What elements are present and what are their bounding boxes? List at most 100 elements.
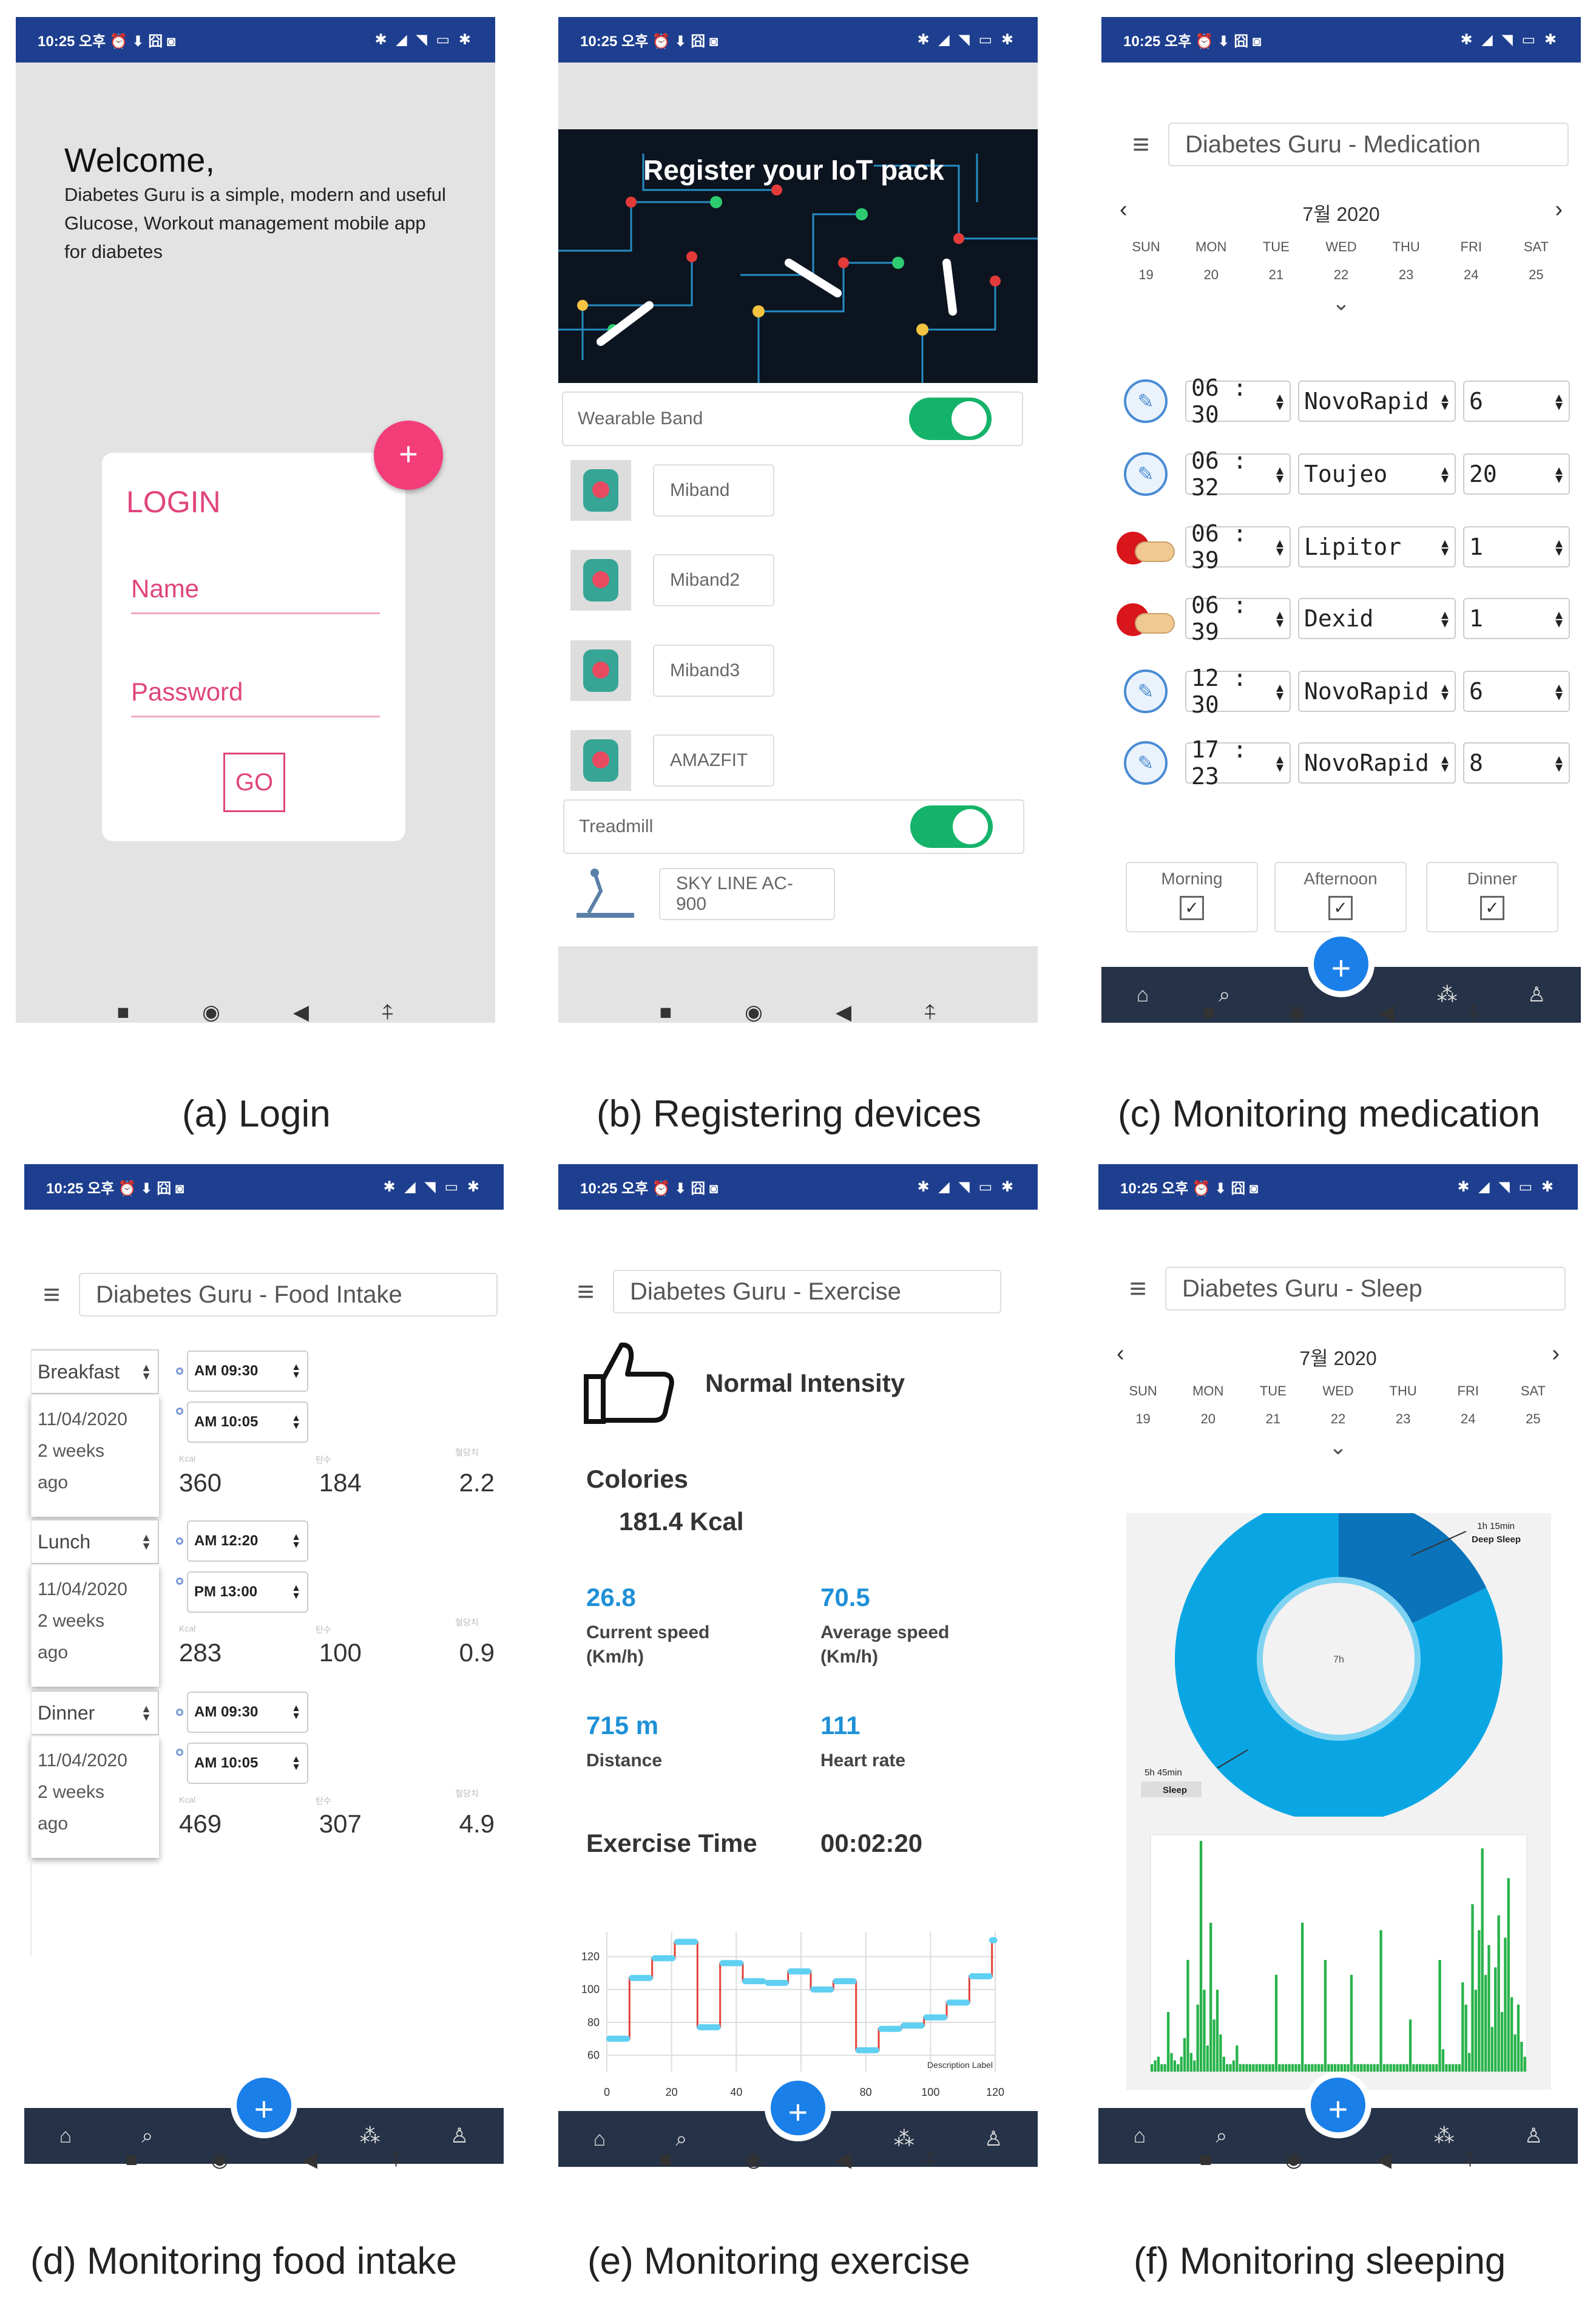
date-cell[interactable]: 25 — [1526, 1411, 1541, 1426]
next-week-icon[interactable]: › — [1552, 1341, 1560, 1366]
date-cell[interactable]: 19 — [1138, 267, 1154, 282]
assist-icon[interactable]: ⍏ — [1467, 1000, 1480, 1024]
date-cell[interactable]: 22 — [1330, 1411, 1346, 1426]
afternoon-check[interactable]: Afternoon ✓ — [1274, 862, 1407, 932]
expand-calendar-icon[interactable]: ⌄ — [1328, 1434, 1348, 1459]
assist-icon[interactable]: ⍏ — [924, 2147, 937, 2171]
treadmill-toggle[interactable] — [910, 805, 993, 848]
recent-apps-icon[interactable]: ■ — [1199, 2147, 1212, 2171]
shuffle-icon[interactable]: ⁂ — [1433, 2124, 1455, 2147]
back-icon[interactable]: ◀ — [835, 1001, 851, 1024]
profile-icon[interactable]: ♙ — [1524, 2124, 1543, 2147]
profile-icon[interactable]: ♙ — [450, 2124, 469, 2147]
checkbox[interactable]: ✓ — [1180, 896, 1204, 920]
drug-select[interactable]: Lipitor ▲ ▼ — [1298, 526, 1456, 568]
band-item-4[interactable]: AMAZFIT — [570, 730, 774, 791]
shuffle-icon[interactable]: ⁂ — [359, 2124, 380, 2147]
dose-select[interactable]: 20 ▲ ▼ — [1463, 453, 1570, 495]
start-time-select[interactable]: AM 09:30 ▲ ▼ — [187, 1350, 308, 1392]
search-icon[interactable]: ⌕ — [1216, 2124, 1228, 2147]
band-item-1[interactable]: Miband — [570, 460, 774, 521]
date-cell[interactable]: 24 — [1461, 1411, 1476, 1426]
date-cell[interactable]: 25 — [1529, 267, 1544, 282]
date-cell[interactable]: 21 — [1265, 1411, 1281, 1426]
recent-apps-icon[interactable]: ■ — [659, 2147, 672, 2171]
end-time-select[interactable]: AM 10:05 ▲ ▼ — [187, 1743, 308, 1784]
time-select[interactable]: 12 : 30 ▲ ▼ — [1185, 665, 1291, 718]
drug-select[interactable]: NovoRapid ▲ ▼ — [1298, 381, 1456, 422]
recent-apps-icon[interactable]: ■ — [117, 1000, 130, 1024]
profile-icon[interactable]: ♙ — [1527, 983, 1546, 1006]
next-week-icon[interactable]: › — [1555, 197, 1563, 222]
profile-icon[interactable]: ♙ — [984, 2127, 1003, 2150]
meal-select[interactable]: Lunch ▲ ▼ — [30, 1519, 159, 1564]
end-time-select[interactable]: PM 13:00 ▲ ▼ — [187, 1571, 308, 1613]
band-item-3[interactable]: Miband3 — [570, 640, 774, 701]
checkbox[interactable]: ✓ — [1480, 896, 1504, 920]
dose-select[interactable]: 1 ▲ ▼ — [1463, 526, 1570, 568]
go-button[interactable]: GO — [223, 753, 285, 812]
shuffle-icon[interactable]: ⁂ — [893, 2127, 915, 2150]
menu-icon[interactable]: ≡ — [1129, 1272, 1146, 1305]
drug-select[interactable]: NovoRapid ▲ ▼ — [1298, 742, 1456, 784]
login-add-button[interactable]: + — [374, 421, 443, 490]
home-icon[interactable]: ⌂ — [1133, 2124, 1146, 2147]
recent-apps-icon[interactable]: ■ — [125, 2147, 138, 2171]
home-icon[interactable]: ⌂ — [59, 2124, 72, 2147]
date-cell[interactable]: 23 — [1395, 1411, 1411, 1426]
add-button[interactable]: + — [1305, 2072, 1371, 2138]
back-icon[interactable]: ◀ — [1375, 2148, 1391, 2171]
back-icon[interactable]: ◀ — [835, 2148, 851, 2171]
name-field[interactable]: Name — [131, 574, 380, 614]
home-circle-icon[interactable]: ◉ — [211, 2148, 229, 2171]
add-button[interactable]: + — [1308, 930, 1375, 997]
dose-select[interactable]: 6 ▲ ▼ — [1463, 671, 1570, 712]
checkbox[interactable]: ✓ — [1328, 896, 1353, 920]
start-time-select[interactable]: AM 09:30 ▲ ▼ — [187, 1692, 308, 1733]
treadmill-item[interactable]: SKY LINE AC-900 — [570, 867, 835, 921]
home-circle-icon[interactable]: ◉ — [745, 2148, 763, 2171]
time-select[interactable]: 06 : 30 ▲ ▼ — [1185, 374, 1291, 428]
date-cell[interactable]: 24 — [1464, 267, 1479, 282]
menu-icon[interactable]: ≡ — [42, 1278, 60, 1311]
menu-icon[interactable]: ≡ — [1132, 128, 1149, 161]
date-cell[interactable]: 20 — [1203, 267, 1219, 282]
back-icon[interactable]: ◀ — [292, 1001, 309, 1024]
assist-icon[interactable]: ⍏ — [1464, 2147, 1477, 2171]
home-circle-icon[interactable]: ◉ — [1285, 2148, 1303, 2171]
date-cell[interactable]: 23 — [1398, 267, 1414, 282]
meal-select[interactable]: Breakfast ▲ ▼ — [30, 1349, 159, 1394]
search-icon[interactable]: ⌕ — [141, 2124, 154, 2147]
band-item-2[interactable]: Miband2 — [570, 550, 774, 611]
home-circle-icon[interactable]: ◉ — [202, 1001, 220, 1024]
time-select[interactable]: 06 : 39 ▲ ▼ — [1185, 592, 1291, 645]
drug-select[interactable]: Toujeo ▲ ▼ — [1298, 453, 1456, 495]
back-icon[interactable]: ◀ — [1378, 1001, 1395, 1024]
add-button[interactable]: + — [765, 2075, 831, 2141]
prev-week-icon[interactable]: ‹ — [1117, 1341, 1124, 1366]
time-select[interactable]: 17 : 23 ▲ ▼ — [1185, 736, 1291, 790]
dose-select[interactable]: 1 ▲ ▼ — [1463, 598, 1570, 639]
meal-select[interactable]: Dinner ▲ ▼ — [30, 1690, 159, 1735]
date-cell[interactable]: 21 — [1268, 267, 1284, 282]
search-icon[interactable]: ⌕ — [1219, 983, 1231, 1006]
prev-week-icon[interactable]: ‹ — [1120, 197, 1128, 222]
start-time-select[interactable]: AM 12:20 ▲ ▼ — [187, 1520, 308, 1562]
expand-calendar-icon[interactable]: ⌄ — [1331, 290, 1351, 315]
menu-icon[interactable]: ≡ — [577, 1275, 594, 1308]
drug-select[interactable]: Dexid ▲ ▼ — [1298, 598, 1456, 639]
home-icon[interactable]: ⌂ — [1136, 983, 1149, 1006]
back-icon[interactable]: ◀ — [301, 2148, 317, 2171]
dose-select[interactable]: 8 ▲ ▼ — [1463, 742, 1570, 784]
morning-check[interactable]: Morning ✓ — [1126, 862, 1258, 932]
home-icon[interactable]: ⌂ — [593, 2127, 606, 2150]
assist-icon[interactable]: ⍏ — [390, 2147, 403, 2171]
dinner-check[interactable]: Dinner ✓ — [1426, 862, 1558, 932]
add-button[interactable]: + — [231, 2072, 297, 2138]
date-cell[interactable]: 20 — [1200, 1411, 1216, 1426]
assist-icon[interactable]: ⍏ — [381, 1000, 394, 1024]
date-cell[interactable]: 22 — [1333, 267, 1349, 282]
password-field[interactable]: Password — [131, 677, 380, 717]
search-icon[interactable]: ⌕ — [675, 2127, 688, 2150]
date-cell[interactable]: 19 — [1135, 1411, 1151, 1426]
